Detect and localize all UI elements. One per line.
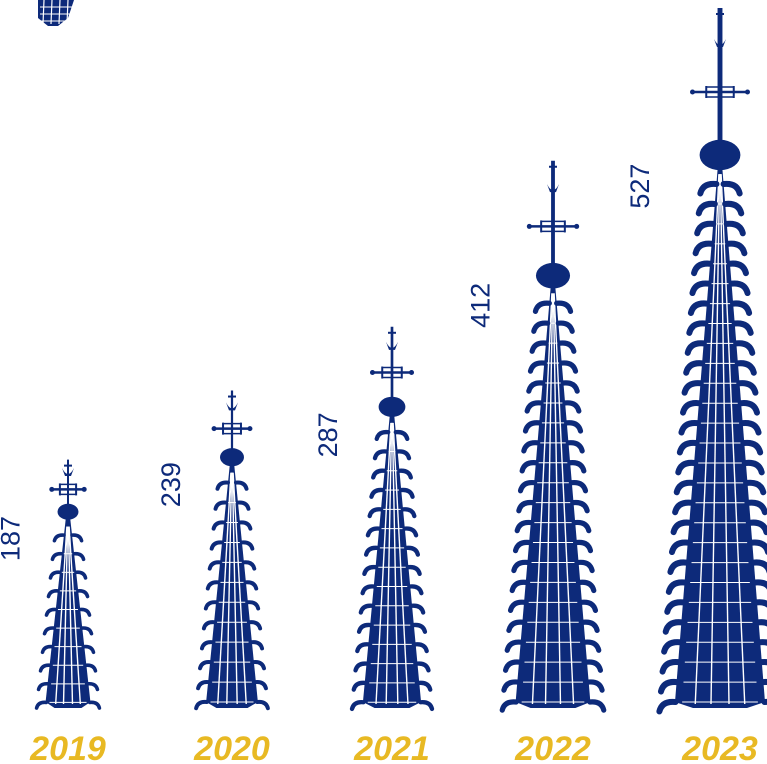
value-label-2023: 527 [625,164,655,209]
year-label-2020: 2020 [193,730,270,764]
spire-bar-2019 [34,459,102,710]
spire-bar-2020 [194,390,270,711]
value-label-2020: 239 [156,462,186,507]
spire-bar-2021 [349,326,435,712]
year-label-2019: 2019 [29,730,106,764]
year-label-2021: 2021 [353,730,430,764]
value-label-2021: 287 [313,412,343,457]
spire-bar-2023 [656,8,767,715]
spire-bars [34,8,767,715]
value-label-2019: 187 [0,516,26,561]
cropped-spire-fragment [38,0,74,26]
chart-labels: 187 2019 239 2020 287 2021 412 2022 527 2023 [0,164,758,764]
year-label-2023: 2023 [681,730,758,764]
year-label-2022: 2022 [514,730,591,764]
spire-bar-2022 [499,160,607,713]
value-label-2022: 412 [466,283,496,328]
